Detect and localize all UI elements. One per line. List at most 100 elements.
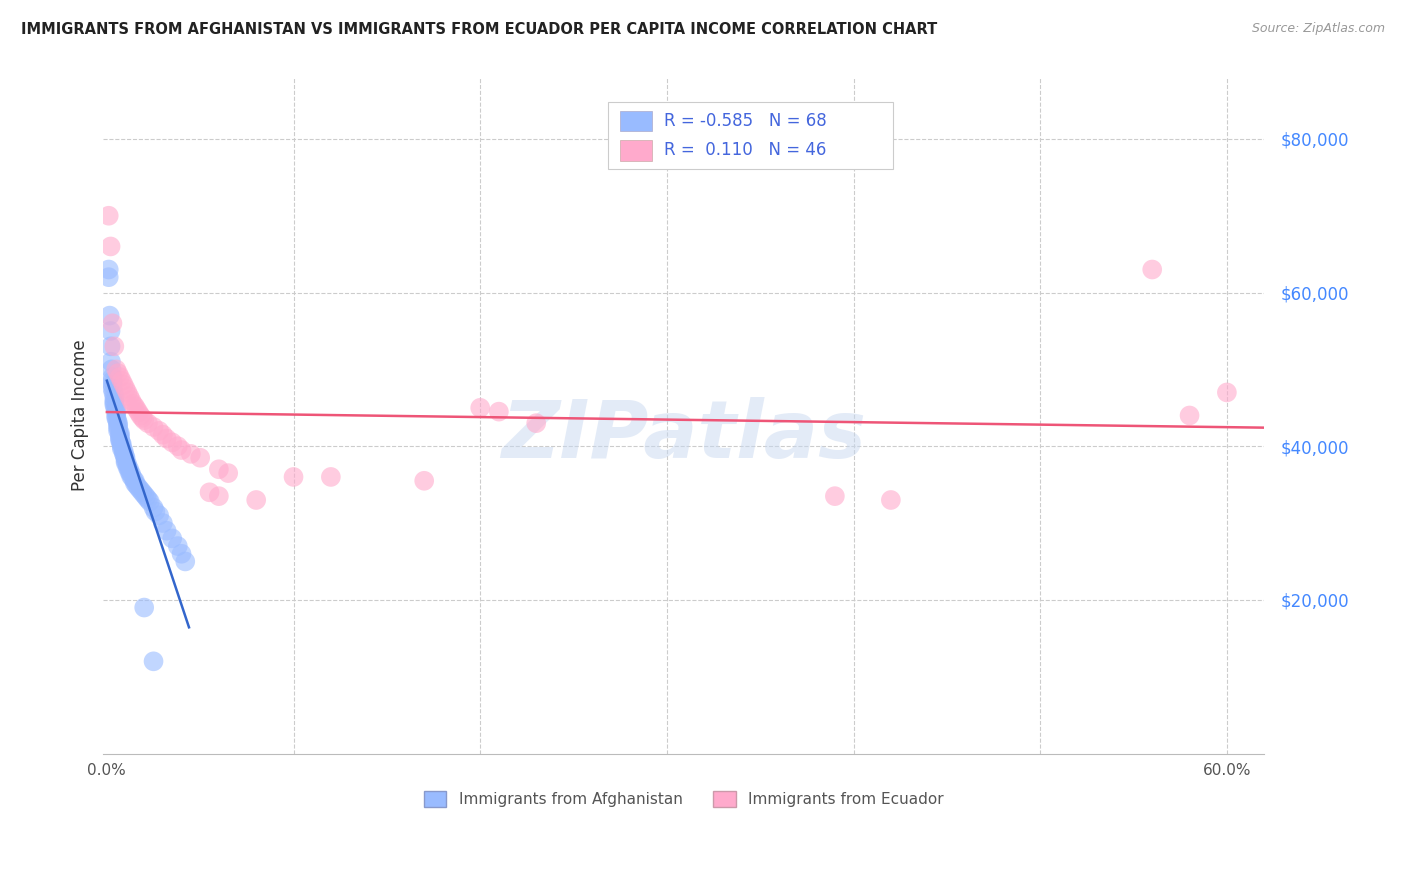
Point — [208, 462, 231, 476]
Point — [98, 309, 121, 323]
Point — [112, 377, 135, 392]
Point — [105, 362, 128, 376]
Point — [101, 370, 124, 384]
Point — [120, 467, 142, 481]
Point — [139, 494, 162, 508]
Point — [1216, 385, 1239, 400]
Point — [114, 449, 136, 463]
Point — [155, 524, 177, 538]
Point — [524, 416, 547, 430]
Point — [103, 393, 125, 408]
Point — [111, 437, 134, 451]
Point — [124, 474, 146, 488]
Point — [319, 470, 342, 484]
FancyBboxPatch shape — [609, 103, 893, 169]
Point — [128, 481, 150, 495]
Point — [128, 405, 150, 419]
Point — [880, 493, 903, 508]
Point — [103, 339, 125, 353]
Point — [111, 439, 134, 453]
Point — [136, 416, 159, 430]
Point — [152, 427, 174, 442]
Point — [122, 397, 145, 411]
Point — [129, 409, 152, 423]
Point — [111, 442, 134, 456]
Point — [107, 416, 129, 430]
Point — [152, 516, 174, 530]
Point — [135, 490, 157, 504]
Point — [142, 420, 165, 434]
Point — [104, 401, 127, 415]
Y-axis label: Per Capita Income: Per Capita Income — [72, 340, 89, 491]
Point — [134, 487, 156, 501]
Point — [174, 554, 197, 568]
Point — [101, 377, 124, 392]
Point — [488, 404, 510, 418]
Point — [114, 382, 136, 396]
Point — [131, 485, 153, 500]
Point — [824, 489, 846, 503]
Point — [118, 462, 141, 476]
Point — [118, 389, 141, 403]
Point — [107, 421, 129, 435]
Point — [101, 382, 124, 396]
Point — [136, 492, 159, 507]
Point — [283, 470, 305, 484]
Point — [100, 362, 122, 376]
Point — [124, 476, 146, 491]
Point — [100, 324, 122, 338]
Point — [103, 389, 125, 403]
Point — [148, 424, 170, 438]
Point — [245, 493, 267, 508]
Point — [117, 385, 139, 400]
Point — [125, 402, 148, 417]
Point — [97, 262, 120, 277]
Point — [105, 405, 128, 419]
Point — [103, 398, 125, 412]
Point — [129, 483, 152, 497]
Text: ZIPatlas: ZIPatlas — [501, 397, 866, 475]
Point — [120, 469, 142, 483]
Point — [142, 654, 165, 668]
Text: Source: ZipAtlas.com: Source: ZipAtlas.com — [1251, 22, 1385, 36]
Point — [107, 366, 129, 380]
Bar — [620, 140, 652, 161]
Point — [134, 600, 156, 615]
Point — [103, 385, 125, 400]
Point — [105, 403, 128, 417]
Point — [142, 500, 165, 515]
Point — [100, 239, 122, 253]
Point — [118, 465, 141, 479]
Point — [188, 450, 211, 465]
Point — [217, 466, 239, 480]
Text: R =  0.110   N = 46: R = 0.110 N = 46 — [664, 142, 827, 160]
Point — [134, 413, 156, 427]
Point — [155, 432, 177, 446]
Point — [117, 459, 139, 474]
Point — [107, 424, 129, 438]
Point — [160, 435, 183, 450]
Point — [107, 418, 129, 433]
Point — [110, 435, 132, 450]
Point — [101, 374, 124, 388]
Point — [125, 478, 148, 492]
Bar — [620, 111, 652, 131]
Point — [117, 458, 139, 472]
Point — [97, 270, 120, 285]
Point — [166, 539, 188, 553]
Point — [180, 447, 202, 461]
Point — [145, 504, 167, 518]
Point — [100, 339, 122, 353]
Point — [124, 399, 146, 413]
Point — [108, 370, 131, 384]
Point — [105, 413, 128, 427]
Point — [1142, 262, 1164, 277]
Point — [105, 410, 128, 425]
Point — [160, 532, 183, 546]
Point — [114, 450, 136, 465]
Point — [114, 453, 136, 467]
Point — [470, 401, 492, 415]
Point — [122, 471, 145, 485]
Text: R = -0.585   N = 68: R = -0.585 N = 68 — [664, 112, 827, 129]
Point — [108, 431, 131, 445]
